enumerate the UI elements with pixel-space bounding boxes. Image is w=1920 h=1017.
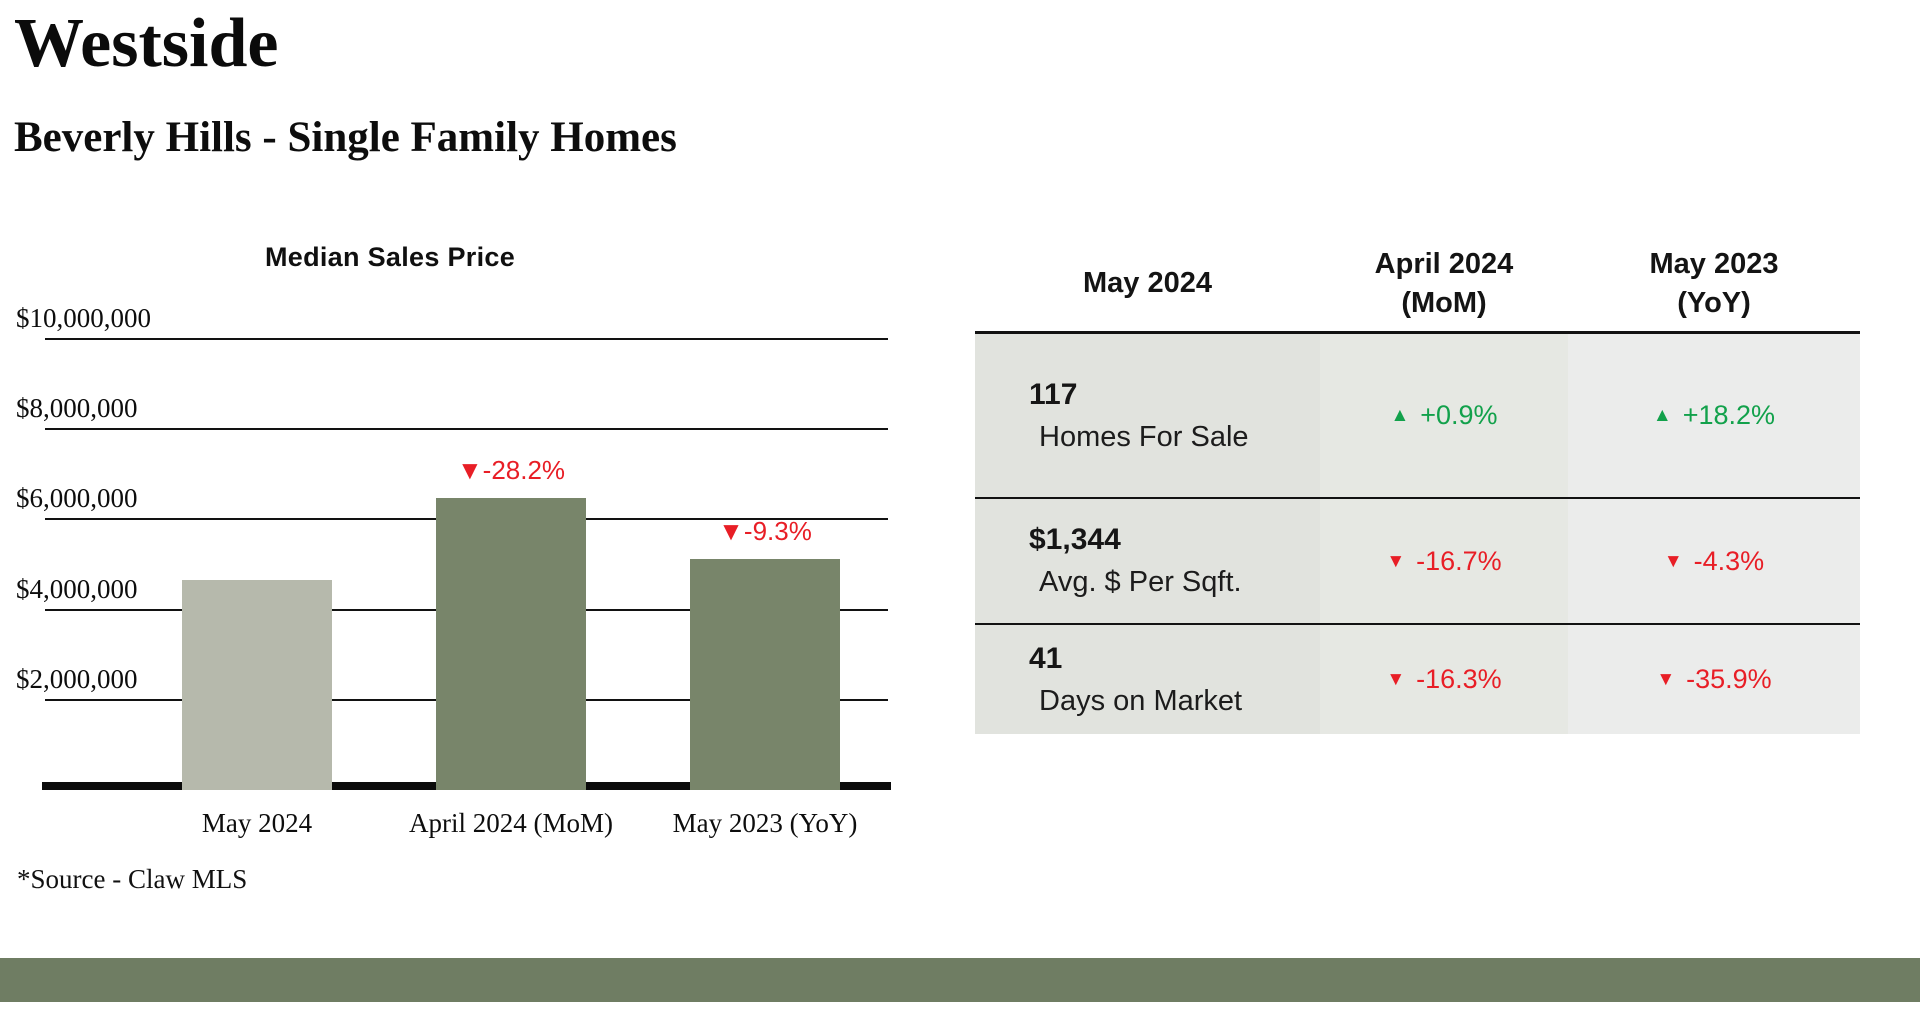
change-indicator: ▼ -4.3% bbox=[1664, 546, 1764, 577]
bar-annotation: ▼-9.3% bbox=[718, 516, 812, 546]
footer-accent-bar bbox=[0, 958, 1920, 1002]
stat-label: Avg. $ Per Sqft. bbox=[1039, 566, 1242, 599]
change-cell-yoy: ▼ -35.9% bbox=[1568, 625, 1860, 734]
source-note: *Source - Claw MLS bbox=[17, 864, 248, 894]
stat-row-homes-for-sale: 117 Homes For Sale ▲ +0.9% ▲ +18.2% bbox=[975, 334, 1860, 497]
y-axis-tick-label: $10,000,000 bbox=[16, 303, 151, 333]
column-header-line: (MoM) bbox=[1401, 287, 1487, 319]
stat-cell: $1,344 Avg. $ Per Sqft. bbox=[975, 499, 1320, 623]
gridline bbox=[45, 338, 888, 340]
bar-may-2023-yoy- bbox=[690, 559, 840, 790]
stat-value: $1,344 bbox=[1029, 523, 1121, 557]
x-axis-category-label: April 2024 (MoM) bbox=[409, 808, 613, 838]
stats-table: May 2024 April 2024 (MoM) May 2023 (YoY)… bbox=[975, 237, 1860, 734]
up-arrow-icon: ▲ bbox=[1390, 405, 1410, 426]
y-axis-tick-label: $8,000,000 bbox=[16, 393, 138, 424]
page-title: Westside bbox=[14, 5, 279, 82]
change-value: -4.3% bbox=[1693, 545, 1765, 576]
column-header-line: April 2024 bbox=[1374, 247, 1514, 280]
down-arrow-icon: ▼ bbox=[1386, 669, 1406, 690]
stats-table-header: May 2024 April 2024 (MoM) May 2023 (YoY) bbox=[975, 237, 1860, 331]
down-arrow-icon: ▼ bbox=[1386, 550, 1406, 572]
change-value: -35.9% bbox=[1686, 664, 1772, 694]
stat-cell: 41 Days on Market bbox=[975, 625, 1320, 734]
change-cell-yoy: ▼ -4.3% bbox=[1568, 499, 1860, 623]
change-value: -16.3% bbox=[1416, 664, 1502, 694]
bar-april-2024-mom- bbox=[436, 498, 586, 790]
up-arrow-icon: ▲ bbox=[1652, 405, 1672, 426]
column-header-may-2023-yoy: May 2023 (YoY) bbox=[1568, 245, 1860, 323]
gridline bbox=[45, 428, 888, 431]
column-header-may-2024: May 2024 bbox=[975, 264, 1320, 303]
stat-value: 117 bbox=[1029, 377, 1078, 411]
change-value: +0.9% bbox=[1420, 400, 1498, 430]
column-header-line: May 2023 bbox=[1649, 247, 1779, 280]
stat-label: Homes For Sale bbox=[1039, 420, 1249, 453]
change-value: +18.2% bbox=[1682, 400, 1776, 430]
chart-title: Median Sales Price bbox=[264, 242, 516, 272]
bar-annotation: ▼-28.2% bbox=[456, 455, 566, 485]
column-header-line: May 2024 bbox=[1083, 267, 1212, 300]
y-axis-tick-label: $2,000,000 bbox=[16, 663, 138, 694]
change-value: -16.7% bbox=[1416, 545, 1502, 576]
change-indicator: ▲ +18.2% bbox=[1653, 400, 1775, 431]
column-header-april-2024-mom: April 2024 (MoM) bbox=[1320, 245, 1568, 323]
stat-value: 41 bbox=[1029, 641, 1063, 675]
change-indicator: ▼ -35.9% bbox=[1656, 664, 1771, 695]
x-axis-category-label: May 2023 (YoY) bbox=[672, 808, 858, 838]
change-cell-mom: ▲ +0.9% bbox=[1320, 334, 1568, 497]
y-axis-tick-label: $4,000,000 bbox=[16, 573, 138, 604]
y-axis-tick-label: $6,000,000 bbox=[16, 483, 138, 514]
stat-cell: 117 Homes For Sale bbox=[975, 334, 1320, 497]
change-cell-mom: ▼ -16.7% bbox=[1320, 499, 1568, 623]
change-indicator: ▲ +0.9% bbox=[1390, 400, 1497, 431]
stat-row-avg-price-per-sqft: $1,344 Avg. $ Per Sqft. ▼ -16.7% ▼ -4.3% bbox=[975, 497, 1860, 623]
change-indicator: ▼ -16.7% bbox=[1386, 546, 1501, 577]
stat-row-days-on-market: 41 Days on Market ▼ -16.3% ▼ -35.9% bbox=[975, 623, 1860, 734]
report-subtitle: Beverly Hills - Single Family Homes bbox=[14, 114, 677, 161]
change-cell-yoy: ▲ +18.2% bbox=[1568, 334, 1860, 497]
bar-may-2024 bbox=[182, 580, 332, 790]
change-indicator: ▼ -16.3% bbox=[1386, 664, 1501, 695]
down-arrow-icon: ▼ bbox=[1663, 550, 1683, 572]
median-sales-price-chart: $10,000,000 $8,000,000 $6,000,000 $4,000,00… bbox=[16, 303, 891, 838]
stats-table-body: 117 Homes For Sale ▲ +0.9% ▲ +18.2% $1,3… bbox=[975, 331, 1860, 734]
x-axis-category-label: May 2024 bbox=[201, 808, 313, 838]
column-header-line: (YoY) bbox=[1677, 287, 1751, 319]
down-arrow-icon: ▼ bbox=[1656, 669, 1676, 690]
change-cell-mom: ▼ -16.3% bbox=[1320, 625, 1568, 734]
stat-label: Days on Market bbox=[1039, 684, 1243, 717]
